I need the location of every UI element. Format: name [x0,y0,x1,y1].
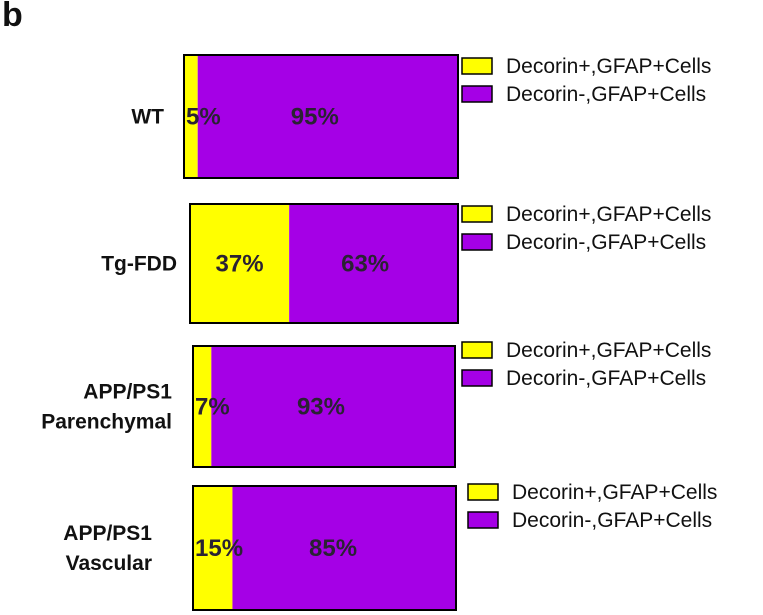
legend-entry: Decorin-,GFAP+Cells [506,231,706,254]
legend-swatch [461,205,493,223]
category-label: WT [131,106,164,129]
data-label-negative: 93% [297,394,345,421]
bar-outline [183,54,459,179]
chart-panel-4: 15% 85% APP/PS1 Vascular Decorin+,GFAP+Cells… [63,481,717,611]
bar-outline [189,203,459,324]
data-label-positive: 37% [216,251,264,278]
chart-panel-1: 5% 95% WT Decorin+,GFAP+Cells Decorin-,GFAP+… [131,54,711,179]
data-label-positive: 7% [195,394,230,421]
legend-entry: Decorin-,GFAP+Cells [512,509,712,532]
category-label: Tg-FDD [101,253,177,276]
bar-segment-decorin-negative [211,346,455,467]
data-label-positive: 5% [186,104,221,131]
bar-segment-decorin-positive [184,55,198,178]
legend-swatch [461,85,493,103]
legend-entry: Decorin+,GFAP+Cells [506,55,711,78]
legend-entry: Decorin+,GFAP+Cells [506,203,711,226]
legend-swatch [461,341,493,359]
legend-entry: Decorin-,GFAP+Cells [506,367,706,390]
category-label: Vascular [66,552,152,575]
legend-swatch [461,369,493,387]
bar-segment-decorin-negative [197,55,458,178]
bar-segment-decorin-positive [190,204,290,323]
category-label: APP/PS1 [63,522,152,545]
legend-entry: Decorin+,GFAP+Cells [512,481,717,504]
bar-segment-decorin-negative [232,486,456,610]
chart-panel-3: 7% 93% APP/PS1 Parenchymal Decorin+,GFAP+Cel… [41,339,711,468]
data-label-negative: 85% [309,535,357,562]
legend-entry: Decorin-,GFAP+Cells [506,83,706,106]
data-label-negative: 95% [291,104,339,131]
legend-swatch [467,511,499,529]
chart-panel-2: 37% 63% Tg-FDD Decorin+,GFAP+Cells Decorin-,… [101,203,711,324]
category-label: APP/PS1 [83,381,172,404]
data-label-positive: 15% [195,535,243,562]
category-label: Parenchymal [41,411,172,434]
bar-outline [192,485,457,611]
legend-entry: Decorin+,GFAP+Cells [506,339,711,362]
legend-swatch [467,483,499,501]
legend-swatch [461,57,493,75]
legend-swatch [461,233,493,251]
data-label-negative: 63% [341,251,389,278]
bar-segment-decorin-negative [289,204,458,323]
panel-letter: b [2,0,23,34]
bar-outline [192,345,456,468]
bar-segment-decorin-positive [193,346,212,467]
bar-segment-decorin-positive [193,486,233,610]
